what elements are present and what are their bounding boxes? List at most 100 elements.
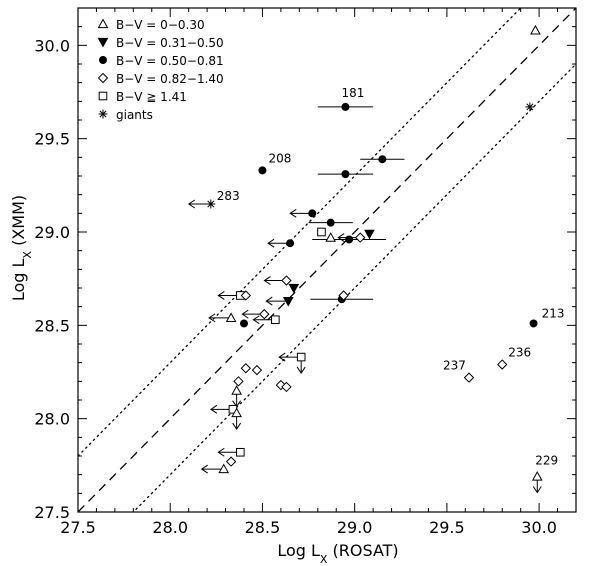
point-label: 181	[341, 86, 364, 100]
marker-diamond-open	[497, 359, 508, 370]
legend-item: B−V ≧ 1.41	[98, 90, 187, 104]
legend-item: B−V = 0−0.30	[97, 18, 205, 32]
data-point	[240, 290, 252, 301]
x-tick-label: 29.0	[337, 518, 373, 537]
data-point	[325, 232, 337, 242]
legend-item: B−V = 0.82−1.40	[97, 72, 224, 86]
legend-item: B−V = 0.31−0.50	[97, 36, 224, 50]
point-label: 213	[542, 306, 565, 320]
marker-triangle-filled-down	[364, 229, 375, 240]
marker-circle-filled	[258, 166, 267, 175]
x-tick-label: 28.5	[245, 518, 281, 537]
marker-square-open	[296, 352, 306, 362]
marker-circle-filled	[529, 319, 538, 328]
marker-square-open	[98, 91, 108, 101]
marker-diamond-open	[240, 363, 252, 374]
equality-line	[78, 8, 576, 512]
y-tick-label: 29.0	[34, 223, 70, 242]
marker-circle-filled	[341, 102, 350, 111]
marker-circle-filled	[378, 155, 387, 164]
marker-diamond-open	[259, 308, 270, 320]
marker-diamond-open	[240, 290, 252, 301]
marker-triangle-filled-down	[288, 283, 300, 294]
legend-label: B−V ≧ 1.41	[116, 90, 187, 104]
marker-circle-filled	[286, 239, 295, 248]
x-tick-label: 29.5	[429, 518, 465, 537]
x-axis-label: Log LX (ROSAT)	[277, 541, 398, 566]
data-point	[530, 24, 541, 35]
data-point	[241, 308, 270, 320]
data-point	[217, 291, 245, 300]
data-point	[225, 456, 237, 467]
data-point: 181	[317, 86, 374, 111]
y-tick-label: 30.0	[34, 36, 70, 55]
legend-item: B−V = 0.50−0.81	[99, 54, 224, 68]
reference-lines	[78, 8, 576, 512]
marker-diamond-open	[463, 372, 475, 383]
data-point	[337, 232, 366, 243]
marker-diamond-open	[251, 364, 263, 376]
marker-triangle-open	[231, 407, 242, 418]
y-tick-label: 27.5	[34, 503, 70, 522]
data-points: 181 208 283 213 237 236 229	[187, 24, 565, 494]
marker-asterisk	[98, 109, 108, 119]
data-point	[364, 229, 375, 240]
marker-diamond-open	[281, 275, 292, 286]
data-point: 213	[529, 306, 565, 328]
data-point	[281, 381, 292, 393]
data-point	[289, 208, 317, 218]
marker-diamond-open	[338, 290, 349, 301]
point-label: 237	[443, 359, 466, 373]
marker-triangle-filled-down	[97, 37, 109, 48]
marker-triangle-open	[325, 232, 337, 242]
data-point	[240, 363, 252, 374]
data-point: 237	[443, 359, 475, 383]
marker-triangle-open	[530, 24, 541, 35]
y-axis-label: Log LX (XMM)	[9, 195, 34, 301]
data-point: 236	[497, 346, 531, 370]
marker-diamond-open	[97, 72, 109, 84]
data-point: 229	[531, 454, 558, 494]
data-point	[210, 404, 238, 414]
data-point	[233, 376, 244, 387]
y-tick-label: 28.5	[34, 316, 70, 335]
data-point	[252, 315, 280, 325]
marker-diamond-open	[354, 232, 366, 243]
marker-circle-filled	[308, 209, 317, 218]
point-label: 229	[535, 454, 558, 468]
marker-triangle-open	[225, 312, 237, 322]
legend-label: B−V = 0.82−1.40	[116, 72, 224, 86]
marker-triangle-open	[97, 18, 109, 29]
data-point	[278, 352, 306, 374]
marker-circle-filled	[240, 319, 248, 328]
data-point: 283	[187, 189, 240, 209]
y-tick-label: 29.5	[34, 130, 70, 149]
legend-label: B−V = 0.50−0.81	[116, 54, 224, 68]
y-tick-label: 28.0	[34, 410, 70, 429]
point-label: 236	[508, 346, 531, 360]
data-point	[525, 102, 535, 112]
legend-label: giants	[116, 108, 153, 122]
data-point	[317, 170, 374, 179]
point-label: 283	[217, 189, 240, 203]
legend-item: giants	[98, 108, 153, 122]
data-point	[208, 312, 237, 323]
marker-asterisk	[525, 102, 535, 112]
x-tick-label: 27.5	[60, 518, 96, 537]
marker-triangle-filled-down	[282, 296, 294, 307]
marker-circle-filled	[341, 170, 350, 179]
data-point	[360, 155, 405, 164]
legend-label: B−V = 0−0.30	[116, 18, 205, 32]
marker-circle-filled	[99, 56, 107, 64]
x-tick-label: 28.0	[152, 518, 188, 537]
data-point	[308, 218, 353, 227]
marker-circle-filled	[345, 235, 354, 244]
marker-diamond-open	[281, 381, 292, 393]
data-point	[265, 296, 294, 307]
marker-square-open	[317, 227, 326, 237]
offset-line-1	[78, 8, 522, 457]
marker-square-open	[236, 447, 245, 457]
data-point: 208	[258, 151, 291, 175]
legend-label: B−V = 0.31−0.50	[116, 36, 224, 50]
